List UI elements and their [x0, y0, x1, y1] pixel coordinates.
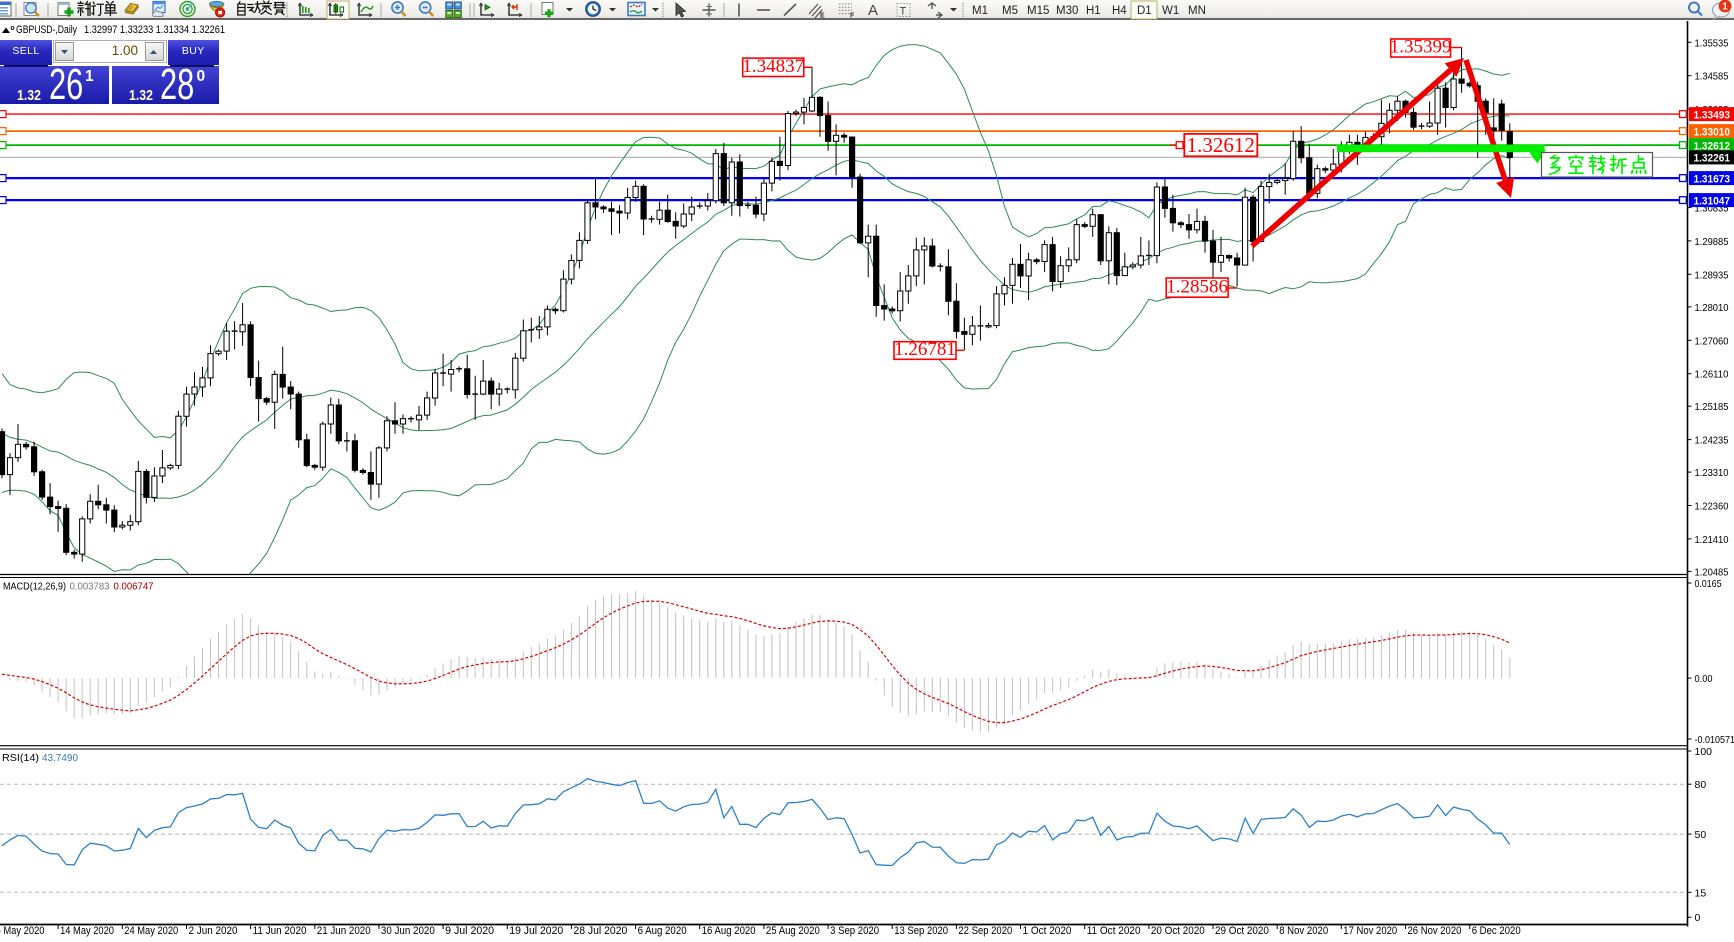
svg-text:1.32261: 1.32261 [1694, 153, 1731, 165]
svg-text:5 May 2020: 5 May 2020 [0, 925, 45, 937]
svg-text:1.32997 1.33233 1.31334 1.3226: 1.32997 1.33233 1.31334 1.32261 [84, 24, 225, 36]
svg-text:0.006747: 0.006747 [114, 581, 154, 593]
svg-text:1.33010: 1.33010 [1694, 126, 1731, 138]
svg-text:MACD(12,26,9): MACD(12,26,9) [3, 581, 66, 593]
svg-text:25 Aug 2020: 25 Aug 2020 [766, 925, 820, 937]
svg-text:1.23310: 1.23310 [1695, 467, 1729, 479]
svg-text:22 Sep 2020: 22 Sep 2020 [958, 925, 1012, 937]
svg-text:D1: D1 [1137, 5, 1152, 17]
svg-text:14 May 2020: 14 May 2020 [60, 925, 114, 937]
svg-text:RSI(14): RSI(14) [2, 752, 39, 764]
svg-text:1.32612: 1.32612 [1187, 133, 1255, 157]
svg-text:1.33493: 1.33493 [1694, 109, 1731, 121]
svg-text:1.29885: 1.29885 [1695, 236, 1729, 248]
svg-text:1.27060: 1.27060 [1695, 335, 1729, 347]
svg-text:9 Jul 2020: 9 Jul 2020 [445, 925, 494, 937]
svg-text:T: T [900, 6, 907, 18]
svg-text:1.35399: 1.35399 [1390, 37, 1452, 58]
svg-text:M5: M5 [1002, 5, 1018, 17]
svg-text:0.003783: 0.003783 [70, 581, 110, 593]
svg-text:0.00: 0.00 [1695, 673, 1713, 685]
svg-text:H1: H1 [1086, 5, 1101, 17]
svg-text:11 Jun 2020: 11 Jun 2020 [253, 925, 307, 937]
svg-text:3 Sep 2020: 3 Sep 2020 [830, 925, 879, 937]
svg-text:11 Oct 2020: 11 Oct 2020 [1087, 925, 1141, 937]
svg-text:1.28586: 1.28586 [1166, 277, 1228, 298]
svg-text:E: E [820, 13, 825, 20]
svg-text:W1: W1 [1162, 5, 1179, 17]
svg-text:28 Jul 2020: 28 Jul 2020 [573, 925, 627, 937]
svg-text:29 Oct 2020: 29 Oct 2020 [1215, 925, 1269, 937]
svg-text:M1: M1 [972, 5, 988, 17]
svg-text:1.26781: 1.26781 [894, 339, 956, 360]
svg-text:6 Dec 2020: 6 Dec 2020 [1472, 925, 1521, 937]
svg-text:1.24235: 1.24235 [1695, 435, 1729, 447]
svg-text:2 Jun 2020: 2 Jun 2020 [189, 925, 238, 937]
svg-text:MN: MN [1188, 5, 1206, 17]
svg-text:1.28935: 1.28935 [1695, 269, 1729, 281]
svg-text:43.7490: 43.7490 [42, 752, 78, 764]
svg-text:1.34837: 1.34837 [742, 56, 804, 77]
svg-text:1.28010: 1.28010 [1695, 302, 1729, 314]
svg-text:100: 100 [1695, 746, 1713, 758]
svg-text:30 Jun 2020: 30 Jun 2020 [381, 925, 435, 937]
svg-text:GBPUSD-,Daily: GBPUSD-,Daily [16, 24, 77, 36]
svg-text:6 Aug 2020: 6 Aug 2020 [638, 925, 687, 937]
svg-text:M15: M15 [1027, 5, 1049, 17]
svg-text:1.31673: 1.31673 [1694, 173, 1731, 185]
svg-text:0: 0 [1695, 912, 1701, 924]
svg-text:-0.010571: -0.010571 [1695, 734, 1734, 746]
svg-text:1.26110: 1.26110 [1695, 369, 1729, 381]
svg-text:1.25185: 1.25185 [1695, 401, 1729, 413]
svg-text:8 Nov 2020: 8 Nov 2020 [1279, 925, 1328, 937]
svg-text:1 Oct 2020: 1 Oct 2020 [1023, 925, 1072, 937]
svg-text:1.22360: 1.22360 [1695, 501, 1729, 513]
svg-text:21 Jun 2020: 21 Jun 2020 [317, 925, 371, 937]
svg-text:16 Aug 2020: 16 Aug 2020 [702, 925, 756, 937]
svg-text:15: 15 [1695, 887, 1707, 899]
svg-text:M30: M30 [1056, 5, 1078, 17]
svg-text:1.34585: 1.34585 [1695, 71, 1729, 83]
svg-text:F: F [850, 13, 855, 20]
svg-text:20 Oct 2020: 20 Oct 2020 [1151, 925, 1205, 937]
svg-text:19 Jul 2020: 19 Jul 2020 [509, 925, 563, 937]
svg-text:1: 1 [1722, 2, 1728, 13]
svg-text:1.31047: 1.31047 [1694, 195, 1731, 207]
svg-text:0.0165: 0.0165 [1695, 578, 1722, 590]
svg-text:26 Nov 2020: 26 Nov 2020 [1408, 925, 1462, 937]
svg-text:1.20485: 1.20485 [1695, 566, 1729, 578]
svg-text:A: A [868, 2, 878, 19]
svg-text:1.21410: 1.21410 [1695, 534, 1729, 546]
svg-text:H4: H4 [1112, 5, 1127, 17]
svg-text:24 May 2020: 24 May 2020 [124, 925, 178, 937]
svg-text:17 Nov 2020: 17 Nov 2020 [1343, 925, 1397, 937]
svg-text:50: 50 [1695, 829, 1707, 841]
svg-text:80: 80 [1695, 779, 1707, 791]
svg-text:13 Sep 2020: 13 Sep 2020 [894, 925, 948, 937]
svg-text:1.35535: 1.35535 [1695, 37, 1729, 49]
